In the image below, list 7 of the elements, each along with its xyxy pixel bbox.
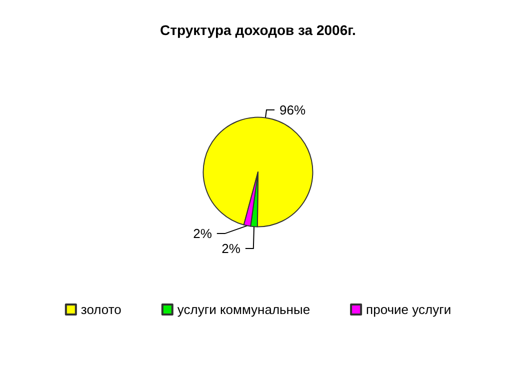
legend-label: золото xyxy=(80,302,122,317)
data-label: 2% xyxy=(193,226,212,242)
chart-title: Структура доходов за 2006г. xyxy=(160,22,356,38)
legend-label: прочие услуги xyxy=(366,302,452,317)
legend-label: услуги коммунальные xyxy=(177,302,310,317)
data-label: 2% xyxy=(222,241,241,256)
data-label: 96% xyxy=(280,102,306,118)
